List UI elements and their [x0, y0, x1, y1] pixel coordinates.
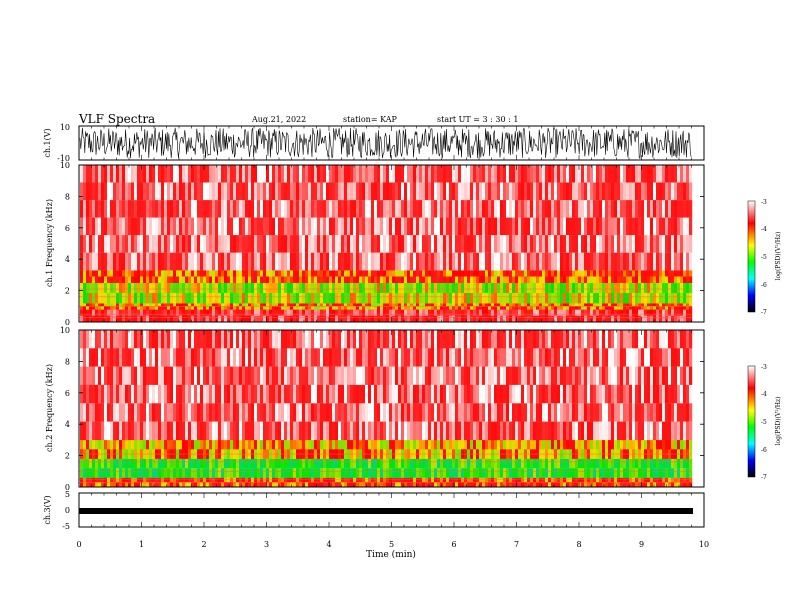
ch1-spec-ytick-5: 10: [60, 161, 70, 170]
colorbar-ch2-tick-2: -5: [761, 419, 767, 426]
xtick-7: 7: [514, 540, 519, 549]
colorbar-ch1-tick-1: -4: [761, 226, 767, 233]
colorbar-ch2-label: log(PSD)(V²/Hz): [775, 397, 782, 446]
ch1-spectrogram-image: [79, 165, 693, 323]
colorbar-ch1: -3 -4 -5 -6 -7 log(PSD)(V²/Hz): [747, 199, 782, 316]
colorbar-ch2-tick-1: -4: [761, 391, 767, 398]
xtick-1: 1: [139, 540, 144, 549]
ch3-waveform-panel: 5 0 -5 ch.3(V) Time (min): [43, 490, 705, 560]
ch2-spec-ytick-2: 4: [65, 420, 70, 429]
start-time-label: start UT = 3 : 30 : 1: [437, 115, 518, 124]
ch1-ytick-bottom: -10: [57, 154, 70, 163]
ch1-waveform-line: [79, 127, 692, 159]
colorbar-ch1-tick-4: -7: [761, 309, 767, 316]
ch2-spectrogram-panel: 0 2 4 6 8 10 ch.2 Frequency (kHz): [45, 326, 705, 492]
colorbar-ch2-tick-3: -6: [761, 447, 767, 454]
ch2-spec-ylabel-text: ch.2 Frequency (kHz): [45, 364, 54, 452]
xtick-4: 4: [326, 540, 331, 549]
ch2-spec-ylabel: ch.2 Frequency (kHz): [45, 364, 54, 452]
colorbar-ch1-label: log(PSD)(V²/Hz): [775, 232, 782, 281]
ch1-spec-ylabel: ch.1 Frequency (kHz): [45, 199, 54, 287]
ch1-spec-ytick-2: 4: [65, 255, 70, 264]
station-label: station= KAP: [343, 115, 398, 124]
ch1-ylabel: ch.1(V): [43, 128, 52, 157]
colorbar-ch1-tick-3: -6: [761, 282, 767, 289]
xtick-9: 9: [639, 540, 644, 549]
ch1-waveform-panel: 10 -10 ch.1(V): [43, 123, 705, 163]
xtick-2: 2: [201, 540, 206, 549]
ch1-spec-ytick-4: 8: [65, 192, 70, 201]
colorbar-ch1-tick-2: -5: [761, 254, 767, 261]
ch2-spectrogram-image: [79, 330, 693, 488]
xtick-3: 3: [264, 540, 269, 549]
xtick-6: 6: [451, 540, 456, 549]
ch3-ytick-top: 5: [65, 490, 70, 499]
ch2-spec-ytick-1: 2: [65, 452, 70, 461]
ch3-ytick-bottom: -5: [62, 522, 70, 531]
colorbar-ch2-tick-4: -7: [761, 474, 767, 481]
xtick-8: 8: [576, 540, 581, 549]
ch2-spec-ytick-4: 8: [65, 357, 70, 366]
ch3-ylabel: ch.3(V): [43, 495, 52, 524]
ch1-spec-ytick-1: 2: [65, 287, 70, 296]
ch1-waveform-trace: [79, 127, 692, 159]
figure-title: VLF Spectra: [78, 112, 155, 126]
ch1-ytick-top: 10: [60, 123, 70, 132]
date-label: Aug.21, 2022: [251, 115, 306, 124]
xtick-10: 10: [699, 540, 709, 549]
ch2-spec-ytick-0: 0: [65, 483, 70, 492]
ch1-spec-ylabel-text: ch.1 Frequency (kHz): [45, 199, 54, 287]
colorbar-ch1-gradient: [747, 200, 756, 313]
ch1-spectrogram-panel: 0 2 4 6 8 10 ch.1 Frequency (kHz): [45, 161, 705, 327]
colorbar-ch2-tick-0: -3: [761, 364, 767, 371]
colorbar-ch1-tick-0: -3: [761, 199, 767, 206]
colorbar-ch2: -3 -4 -5 -6 -7 log(PSD)(V²/Hz): [747, 364, 782, 481]
ch1-spec-ytick-3: 6: [65, 224, 70, 233]
ch2-spec-ytick-5: 10: [60, 326, 70, 335]
ch2-spec-ytick-3: 6: [65, 389, 70, 398]
time-xlabel: Time (min): [366, 549, 416, 560]
ch3-waveform-trace: [79, 508, 693, 514]
xtick-5: 5: [389, 540, 394, 549]
colorbar-ch2-gradient: [747, 365, 756, 478]
ch3-ytick-mid: 0: [65, 506, 70, 515]
ch1-spec-ytick-0: 0: [65, 318, 70, 327]
xtick-0: 0: [76, 540, 81, 549]
